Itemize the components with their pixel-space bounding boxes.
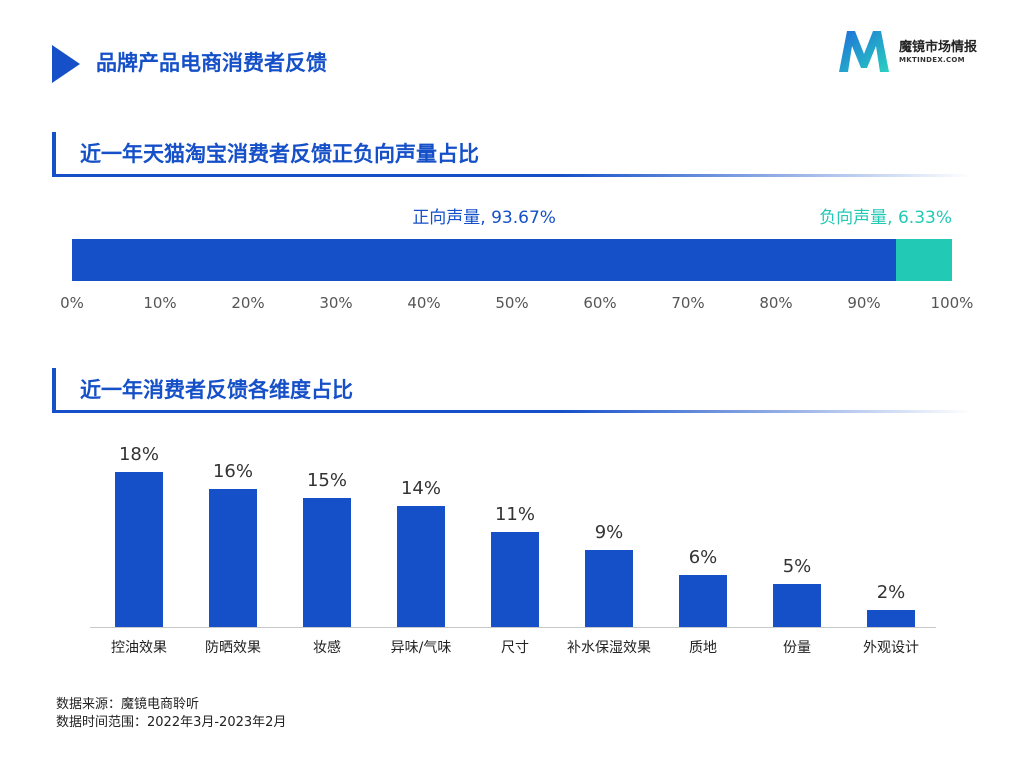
- bar: [491, 532, 539, 627]
- positive-label: 正向声量, 93.67%: [412, 208, 556, 228]
- category-label: 妆感: [313, 640, 341, 656]
- bar-value-label: 11%: [494, 504, 535, 526]
- section-accent-bar: [52, 368, 56, 412]
- brand-logo: 魔镜市场情报 MKTINDEX.COM: [836, 28, 996, 76]
- title-marker-icon: [52, 45, 80, 83]
- x-tick-label: 70%: [671, 294, 705, 312]
- category-label: 份量: [783, 640, 811, 656]
- bar: [303, 497, 351, 627]
- x-axis-line: [90, 627, 936, 628]
- negative-segment: [896, 239, 952, 281]
- x-tick-label: 40%: [407, 294, 441, 312]
- sentiment-section-title: 近一年天猫淘宝消费者反馈正负向声量占比: [80, 142, 479, 166]
- bar-value-label: 15%: [306, 469, 347, 491]
- page-title: 品牌产品电商消费者反馈: [96, 51, 327, 75]
- data-period-note: 数据时间范围：2022年3月-2023年2月: [56, 715, 287, 730]
- x-tick-label: 30%: [319, 294, 353, 312]
- bar-value-label: 14%: [400, 478, 441, 500]
- section-underline: [52, 410, 972, 413]
- brand-url: MKTINDEX.COM: [899, 56, 965, 64]
- bar-value-label: 9%: [594, 521, 624, 543]
- bar-value-label: 2%: [876, 581, 906, 603]
- bar: [115, 472, 163, 627]
- positive-segment: [72, 239, 897, 281]
- bar-value-label: 18%: [118, 444, 159, 465]
- negative-label: 负向声量, 6.33%: [819, 208, 952, 228]
- category-label: 尺寸: [501, 640, 529, 656]
- x-tick-label: 100%: [930, 294, 974, 312]
- category-label: 外观设计: [863, 640, 919, 656]
- bar: [773, 583, 821, 627]
- x-tick-label: 50%: [495, 294, 529, 312]
- section-underline: [52, 174, 972, 177]
- x-tick-label: 20%: [231, 294, 265, 312]
- x-tick-label: 90%: [847, 294, 881, 312]
- section-accent-bar: [52, 132, 56, 176]
- data-source-note: 数据来源：魔镜电商聆听: [56, 697, 200, 712]
- sentiment-stacked-bar: [72, 239, 952, 281]
- category-label: 质地: [689, 640, 717, 656]
- bar-value-label: 16%: [212, 461, 253, 483]
- x-tick-label: 80%: [759, 294, 793, 312]
- x-tick-label: 0%: [60, 294, 84, 312]
- dimension-section-header: 近一年消费者反馈各维度占比: [52, 368, 972, 414]
- category-label: 异味/气味: [390, 640, 452, 656]
- category-label: 控油效果: [111, 640, 167, 656]
- x-tick-label: 10%: [143, 294, 177, 312]
- category-label: 补水保湿效果: [567, 640, 651, 656]
- bar: [397, 506, 445, 627]
- bar-value-label: 6%: [688, 547, 718, 569]
- bar: [867, 609, 915, 627]
- brand-m-logo-icon: [839, 31, 889, 72]
- x-tick-label: 60%: [583, 294, 617, 312]
- bar: [585, 549, 633, 627]
- sentiment-section-header: 近一年天猫淘宝消费者反馈正负向声量占比: [52, 132, 972, 178]
- bar-value-label: 5%: [782, 555, 812, 577]
- bar: [209, 489, 257, 627]
- dimension-section-title: 近一年消费者反馈各维度占比: [80, 378, 353, 402]
- brand-name: 魔镜市场情报: [899, 40, 978, 55]
- bar: [679, 575, 727, 627]
- category-label: 防晒效果: [205, 640, 261, 656]
